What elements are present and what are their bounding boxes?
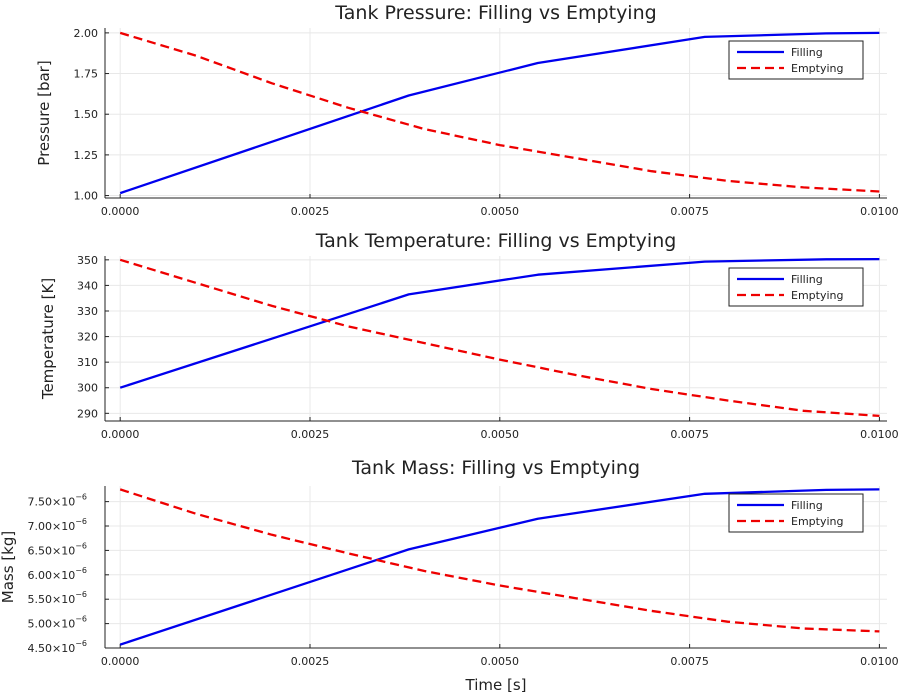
- temperature-series-filling-line: [119, 257, 880, 389]
- pressure-xtick-label-4: 0.0100: [860, 205, 899, 218]
- temperature-ylabel: Temperature [K]: [39, 278, 57, 400]
- mass-ytick-label-1: 5.00×10−6: [27, 615, 87, 631]
- temperature-ytick-label-2: 310: [77, 356, 98, 369]
- pressure-xtick-label-3: 0.0075: [670, 205, 709, 218]
- mass-legend-box: [728, 493, 864, 533]
- pressure-xtick-label-2: 0.0050: [481, 205, 520, 218]
- mass-xtick-label-2: 0.0050: [481, 655, 520, 668]
- mass-ytick-exponent-1: −6: [75, 615, 87, 624]
- pressure-legend-label-emptying: Emptying: [791, 62, 843, 75]
- temperature-xtick-label-1: 0.0025: [291, 428, 330, 441]
- temperature-legend: Filling Emptying: [728, 267, 864, 307]
- mass-xtick-label-4: 0.0100: [860, 655, 899, 668]
- pressure-legend: Filling Emptying: [728, 40, 864, 80]
- mass-legend-label-filling: Filling: [791, 499, 823, 512]
- pressure-ylabel: Pressure [bar]: [35, 60, 53, 165]
- temperature-xtick-label-4: 0.0100: [860, 428, 899, 441]
- pressure-xtick-label-0: 0.0000: [101, 205, 140, 218]
- mass-ytick-exponent-3: −6: [75, 566, 87, 575]
- chart-mass: 0.0000 0.0025 0.0050 0.0075 0.0100 4.50×10−6 5…: [0, 457, 899, 694]
- mass-ytick-exponent-6: −6: [75, 493, 87, 502]
- temperature-xtick-label-2: 0.0050: [481, 428, 520, 441]
- mass-ytick-exponent-0: −6: [75, 639, 87, 648]
- temperature-series-emptying-line: [119, 258, 880, 418]
- pressure-ytick-label-3: 1.75: [74, 68, 99, 81]
- mass-legend: Filling Emptying: [728, 493, 864, 533]
- pressure-ytick-label-4: 2.00: [74, 27, 99, 40]
- pressure-xtick-label-1: 0.0025: [291, 205, 330, 218]
- mass-xtick-label-1: 0.0025: [291, 655, 330, 668]
- pressure-title: Tank Pressure: Filling vs Emptying: [334, 2, 656, 24]
- temperature-legend-label-filling: Filling: [791, 273, 823, 286]
- temperature-xtick-label-0: 0.0000: [101, 428, 140, 441]
- mass-ytick-label-2: 5.50×10−6: [27, 590, 87, 606]
- mass-xtick-label-0: 0.0000: [101, 655, 140, 668]
- temperature-xtick-label-3: 0.0075: [670, 428, 709, 441]
- mass-ytick-exponent-2: −6: [75, 590, 87, 599]
- chart-pressure: 0.0000 0.0025 0.0050 0.0075 0.0100 1.00 1.25 1.…: [35, 2, 899, 218]
- temperature-ytick-label-3: 320: [77, 331, 98, 344]
- mass-ytick-label-0: 4.50×10−6: [27, 639, 87, 655]
- mass-xlabel: Time [s]: [465, 676, 527, 694]
- mass-ytick-label-5: 7.00×10−6: [27, 517, 87, 533]
- mass-series-emptying-line: [119, 488, 880, 633]
- mass-ytick-label-4: 6.50×10−6: [27, 541, 87, 557]
- mass-series-filling-line: [119, 488, 880, 646]
- pressure-series-emptying-line: [119, 31, 880, 193]
- mass-title: Tank Mass: Filling vs Emptying: [351, 457, 640, 479]
- mass-ytick-label-6: 7.50×10−6: [27, 493, 87, 509]
- pressure-ytick-label-0: 1.00: [74, 190, 99, 203]
- temperature-title: Tank Temperature: Filling vs Emptying: [315, 230, 677, 252]
- temperature-ytick-label-4: 330: [77, 305, 98, 318]
- mass-xtick-label-3: 0.0075: [670, 655, 709, 668]
- mass-ytick-exponent-4: −6: [75, 541, 87, 550]
- temperature-legend-box: [728, 267, 864, 307]
- pressure-ytick-label-2: 1.50: [74, 108, 99, 121]
- mass-ytick-label-3: 6.00×10−6: [27, 566, 87, 582]
- pressure-legend-box: [728, 40, 864, 80]
- mass-ytick-exponent-5: −6: [75, 517, 87, 526]
- temperature-ytick-label-5: 340: [77, 279, 98, 292]
- pressure-ytick-label-1: 1.25: [74, 149, 99, 162]
- mass-legend-label-emptying: Emptying: [791, 515, 843, 528]
- pressure-legend-label-filling: Filling: [791, 46, 823, 59]
- temperature-ytick-label-1: 300: [77, 382, 98, 395]
- chart-temperature: 0.0000 0.0025 0.0050 0.0075 0.0100 290 300 310 3…: [39, 230, 899, 441]
- temperature-ytick-label-0: 290: [77, 407, 98, 420]
- temperature-legend-label-emptying: Emptying: [791, 289, 843, 302]
- mass-ylabel: Mass [kg]: [0, 531, 17, 603]
- temperature-ytick-label-6: 350: [77, 254, 98, 267]
